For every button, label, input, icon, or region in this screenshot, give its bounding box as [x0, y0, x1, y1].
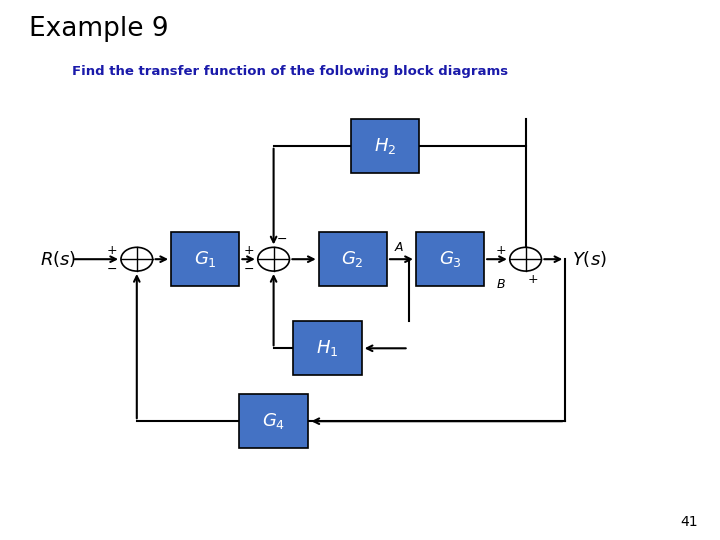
FancyBboxPatch shape [294, 321, 362, 375]
Circle shape [258, 247, 289, 271]
Circle shape [510, 247, 541, 271]
FancyBboxPatch shape [416, 232, 484, 286]
Text: $B$: $B$ [496, 278, 506, 291]
Text: Example 9: Example 9 [29, 16, 168, 42]
Text: $-$: $-$ [243, 262, 254, 275]
Text: $-$: $-$ [107, 262, 117, 275]
Circle shape [121, 247, 153, 271]
FancyBboxPatch shape [319, 232, 387, 286]
Text: $H_2$: $H_2$ [374, 136, 396, 156]
Text: +: + [107, 244, 117, 256]
Text: $-$: $-$ [276, 232, 287, 245]
Text: Find the transfer function of the following block diagrams: Find the transfer function of the follow… [72, 65, 508, 78]
Text: $R(s)$: $R(s)$ [40, 249, 76, 269]
Text: $G_2$: $G_2$ [341, 249, 364, 269]
Text: 41: 41 [681, 515, 698, 529]
Text: $G_1$: $G_1$ [194, 249, 217, 269]
FancyBboxPatch shape [239, 394, 308, 448]
Text: +: + [243, 244, 254, 256]
Text: $Y(s)$: $Y(s)$ [572, 249, 607, 269]
Text: $A$: $A$ [395, 241, 405, 254]
FancyBboxPatch shape [351, 119, 419, 173]
Text: +: + [528, 273, 539, 286]
Text: $G_4$: $G_4$ [262, 411, 285, 431]
Text: $H_1$: $H_1$ [316, 338, 339, 359]
Text: $G_3$: $G_3$ [438, 249, 462, 269]
FancyBboxPatch shape [171, 232, 239, 286]
Text: +: + [495, 244, 506, 256]
